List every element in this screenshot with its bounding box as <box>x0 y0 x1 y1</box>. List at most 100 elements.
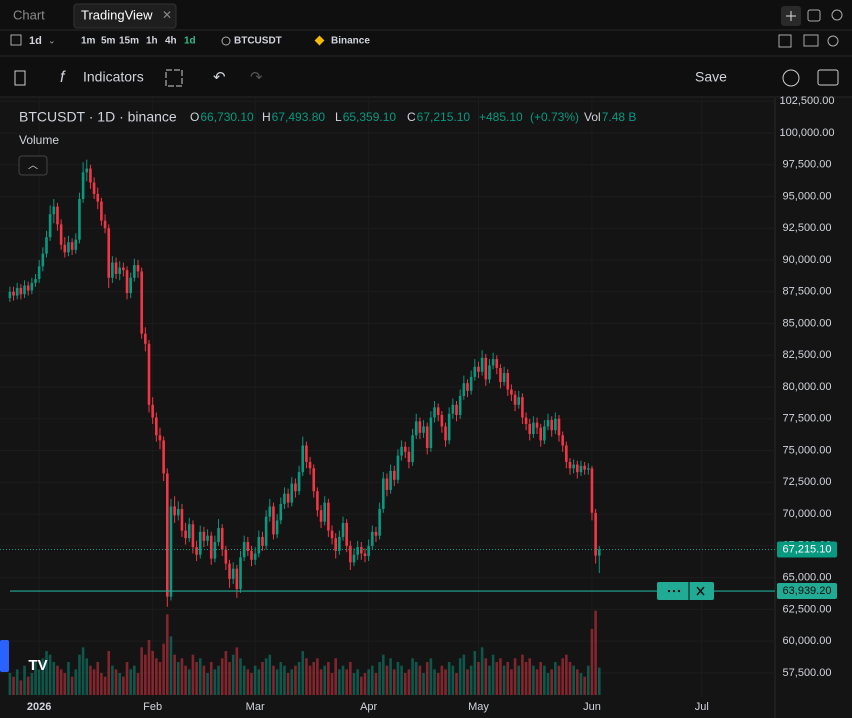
volume-bar <box>499 658 502 695</box>
collapse-button[interactable] <box>18 155 48 176</box>
interval-select[interactable]: 1d <box>29 35 42 47</box>
collapse-icon: ︿ <box>28 161 38 172</box>
undo-button[interactable]: ↶ <box>213 69 226 86</box>
candle-body <box>26 285 30 291</box>
interval-button[interactable]: 15m <box>119 36 139 47</box>
candle-body <box>488 365 491 380</box>
candle-body <box>59 224 63 245</box>
volume-bar <box>8 673 12 695</box>
candle-body <box>140 271 143 334</box>
interval-button[interactable]: 1d <box>184 36 196 47</box>
candle-body <box>506 373 510 390</box>
volume-bar <box>85 658 89 695</box>
candle-body <box>360 547 363 554</box>
interval-button[interactable]: 4h <box>165 36 177 47</box>
volume-bar <box>257 669 261 695</box>
candle-body <box>297 472 301 492</box>
quick-intervals: 1m 5m 15m 1h 4h 1d <box>81 36 196 47</box>
tab[interactable]: Chart <box>13 7 45 22</box>
x-tick-label: Feb <box>143 701 162 713</box>
templates-button[interactable] <box>165 69 183 87</box>
line-price-box <box>777 583 837 600</box>
volume-bar <box>477 662 480 695</box>
volume-bar <box>466 669 469 695</box>
candle-body <box>491 359 495 366</box>
interval-button[interactable]: 5m <box>101 36 116 47</box>
volume-bar <box>297 662 301 695</box>
candle-body <box>458 395 462 415</box>
legend-key: Vol <box>584 110 601 124</box>
candle-body <box>8 291 12 299</box>
candle-body <box>158 435 162 441</box>
candle-body <box>301 445 305 473</box>
layout-button[interactable] <box>807 9 821 22</box>
active-tab[interactable] <box>73 3 177 29</box>
candle-body <box>268 506 272 517</box>
chart-title: BTCUSDT · 1D · binance <box>19 109 177 125</box>
candle-body <box>499 367 502 382</box>
interval-button[interactable]: 1h <box>146 36 158 47</box>
bar-type-button[interactable] <box>14 70 26 86</box>
candle-body <box>528 423 532 435</box>
volume-bar <box>345 669 348 695</box>
candle-body <box>389 470 392 490</box>
tab[interactable]: TradingView <box>81 7 153 22</box>
screenshot-button[interactable] <box>817 69 839 86</box>
volume-bar <box>290 669 294 695</box>
candle-body <box>92 182 96 194</box>
candle-body <box>422 426 425 433</box>
volume-bar <box>378 662 381 695</box>
volume-bar <box>579 673 583 695</box>
volume-bar <box>111 665 114 695</box>
legend-value: 67,215.10 <box>417 110 471 124</box>
object-tree-button[interactable] <box>778 34 792 48</box>
side-toggle[interactable] <box>0 640 9 672</box>
volume-bar <box>543 665 546 695</box>
candle-body <box>103 220 107 229</box>
tab-close[interactable]: ✕ <box>162 8 172 22</box>
line-toolbar[interactable] <box>657 582 714 601</box>
volume-bar <box>224 651 228 695</box>
volume-bar <box>81 647 85 695</box>
redo-button[interactable]: ↷ <box>250 69 263 86</box>
settings-button[interactable] <box>831 9 843 21</box>
save-button[interactable]: Save <box>695 69 727 85</box>
chart-pane[interactable] <box>0 98 775 718</box>
volume-bar <box>129 669 132 695</box>
price-axis[interactable] <box>775 98 852 718</box>
candle-body <box>257 536 261 554</box>
volume-bar <box>572 665 575 695</box>
candle-body <box>517 397 521 405</box>
volume-bar <box>319 669 323 695</box>
candle-body <box>411 435 414 462</box>
chart-type-icon[interactable] <box>10 34 22 46</box>
candle-body <box>180 508 184 531</box>
indicators-button[interactable]: Indicators <box>83 69 144 85</box>
interval-button[interactable]: 1m <box>81 36 96 47</box>
candle-body <box>239 557 242 590</box>
y-tick-label: 92,500.00 <box>783 222 832 234</box>
candle-body <box>67 242 70 253</box>
settings-button[interactable] <box>827 35 839 47</box>
volume-bar <box>502 665 506 695</box>
dropdown-caret: ⌄ <box>48 35 56 45</box>
panel-button[interactable] <box>803 34 819 47</box>
volume-bar <box>202 665 206 695</box>
volume-bar <box>283 665 286 695</box>
y-tick-label: 102,500.00 <box>779 95 834 107</box>
candle-body <box>440 414 444 427</box>
volume-bar <box>23 665 26 695</box>
candle-body <box>363 553 367 556</box>
exchange[interactable]: Binance <box>331 36 370 47</box>
volume-bar <box>510 669 513 695</box>
y-tick-label: 95,000.00 <box>783 190 832 202</box>
candle-body <box>473 366 477 377</box>
volume-bar <box>323 665 327 695</box>
volume-bar <box>554 662 557 695</box>
settings-button[interactable] <box>782 69 800 87</box>
volume-bar <box>162 643 165 695</box>
candle-body <box>495 359 499 368</box>
icon <box>696 586 705 596</box>
symbol[interactable]: BTCUSDT <box>234 36 282 47</box>
volume-bar <box>521 654 524 695</box>
